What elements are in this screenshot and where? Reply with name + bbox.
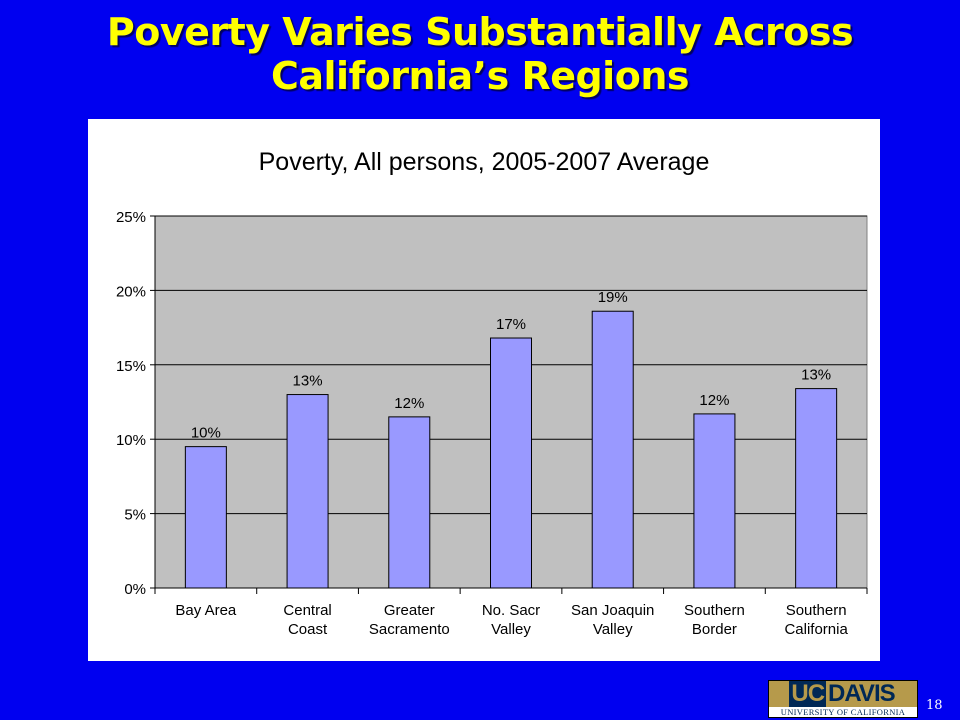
x-category-label: Valley [593,621,633,638]
y-tick-label: 20% [116,283,146,300]
y-tick-label: 10% [116,432,146,449]
bar [490,337,532,589]
bar [591,310,634,589]
chart-title: Poverty, All persons, 2005-2007 Average [259,148,710,176]
y-tick-label: 25% [116,209,146,226]
logo-davis-text: DAVIS [828,681,896,707]
bar [286,394,329,589]
x-category-label: Sacramento [369,621,450,638]
y-tick-label: 5% [124,507,146,524]
bar-chart: Poverty, All persons, 2005-2007 Average … [116,148,868,638]
x-category-label: No. Sacr [482,602,540,619]
data-label: 13% [801,367,831,384]
x-category-label: Border [692,621,737,638]
x-category-label: Coast [288,621,328,638]
x-category-label: Valley [491,621,531,638]
bar [184,446,227,589]
bar [693,413,736,589]
data-label: 13% [293,373,323,390]
chart-panel: Poverty, All persons, 2005-2007 Average … [88,119,880,661]
x-category-label: San Joaquin [571,602,654,619]
x-category-label: Greater [384,602,435,619]
x-category-label: Central [283,602,331,619]
data-label: 12% [699,392,729,409]
slide-title-line-2: California’s Regions [270,54,690,98]
x-category-label: Bay Area [175,602,237,619]
x-category-label: Southern [786,602,847,619]
slide-title-line-1: Poverty Varies Substantially Across [106,10,854,54]
logo-subtitle: UNIVERSITY OF CALIFORNIA [780,707,906,717]
x-category-label: California [784,621,848,638]
bar [388,416,431,589]
data-label: 17% [496,316,526,333]
bar [795,388,838,589]
slide-number: 18 [926,698,943,713]
data-label: 10% [191,425,221,442]
y-tick-label: 0% [124,581,146,598]
ucdavis-logo: UC DAVIS UNIVERSITY OF CALIFORNIA [768,680,918,718]
data-label: 19% [598,289,628,306]
y-tick-label: 15% [116,358,146,375]
slide-title: Poverty Varies Substantially Across Cali… [0,10,960,98]
x-category-label: Southern [684,602,745,619]
data-label: 12% [394,395,424,412]
logo-uc-text: UC [789,681,827,707]
